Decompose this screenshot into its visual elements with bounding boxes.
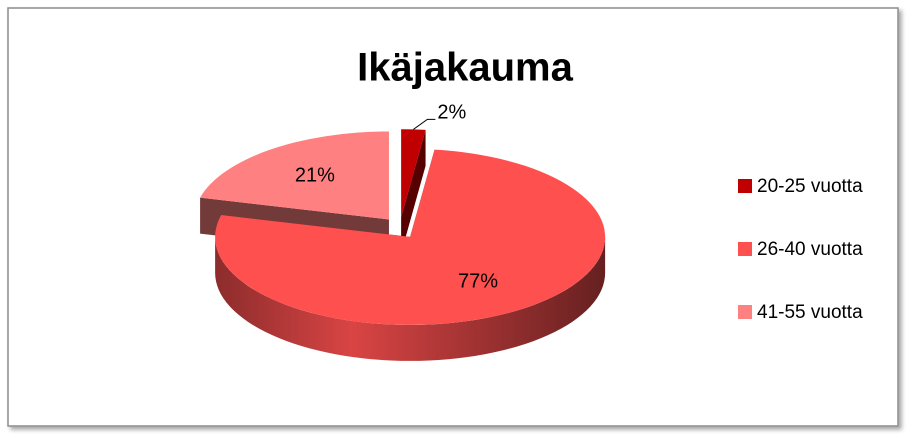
slice-wall	[215, 236, 606, 361]
pie-slice	[200, 131, 389, 220]
legend-swatch	[738, 305, 752, 319]
slice-side	[401, 129, 426, 254]
pie-slice	[215, 149, 606, 325]
legend-swatch	[738, 179, 752, 193]
pie-slice	[401, 129, 426, 218]
pie: 2% 77% 21%	[200, 102, 606, 361]
legend-swatch	[738, 242, 752, 256]
data-label: 2%	[437, 102, 466, 124]
leader-line	[413, 118, 436, 130]
legend-label: 20-25 vuotta	[757, 176, 863, 197]
data-label: 77%	[458, 270, 498, 292]
legend-label: 26-40 vuotta	[757, 239, 863, 260]
chart-title: Ikäjakauma	[357, 46, 573, 90]
data-label: 21%	[295, 165, 335, 187]
legend: 20-25 vuotta 26-40 vuotta 41-55 vuotta	[738, 176, 863, 323]
legend-label: 41-55 vuotta	[757, 302, 863, 323]
